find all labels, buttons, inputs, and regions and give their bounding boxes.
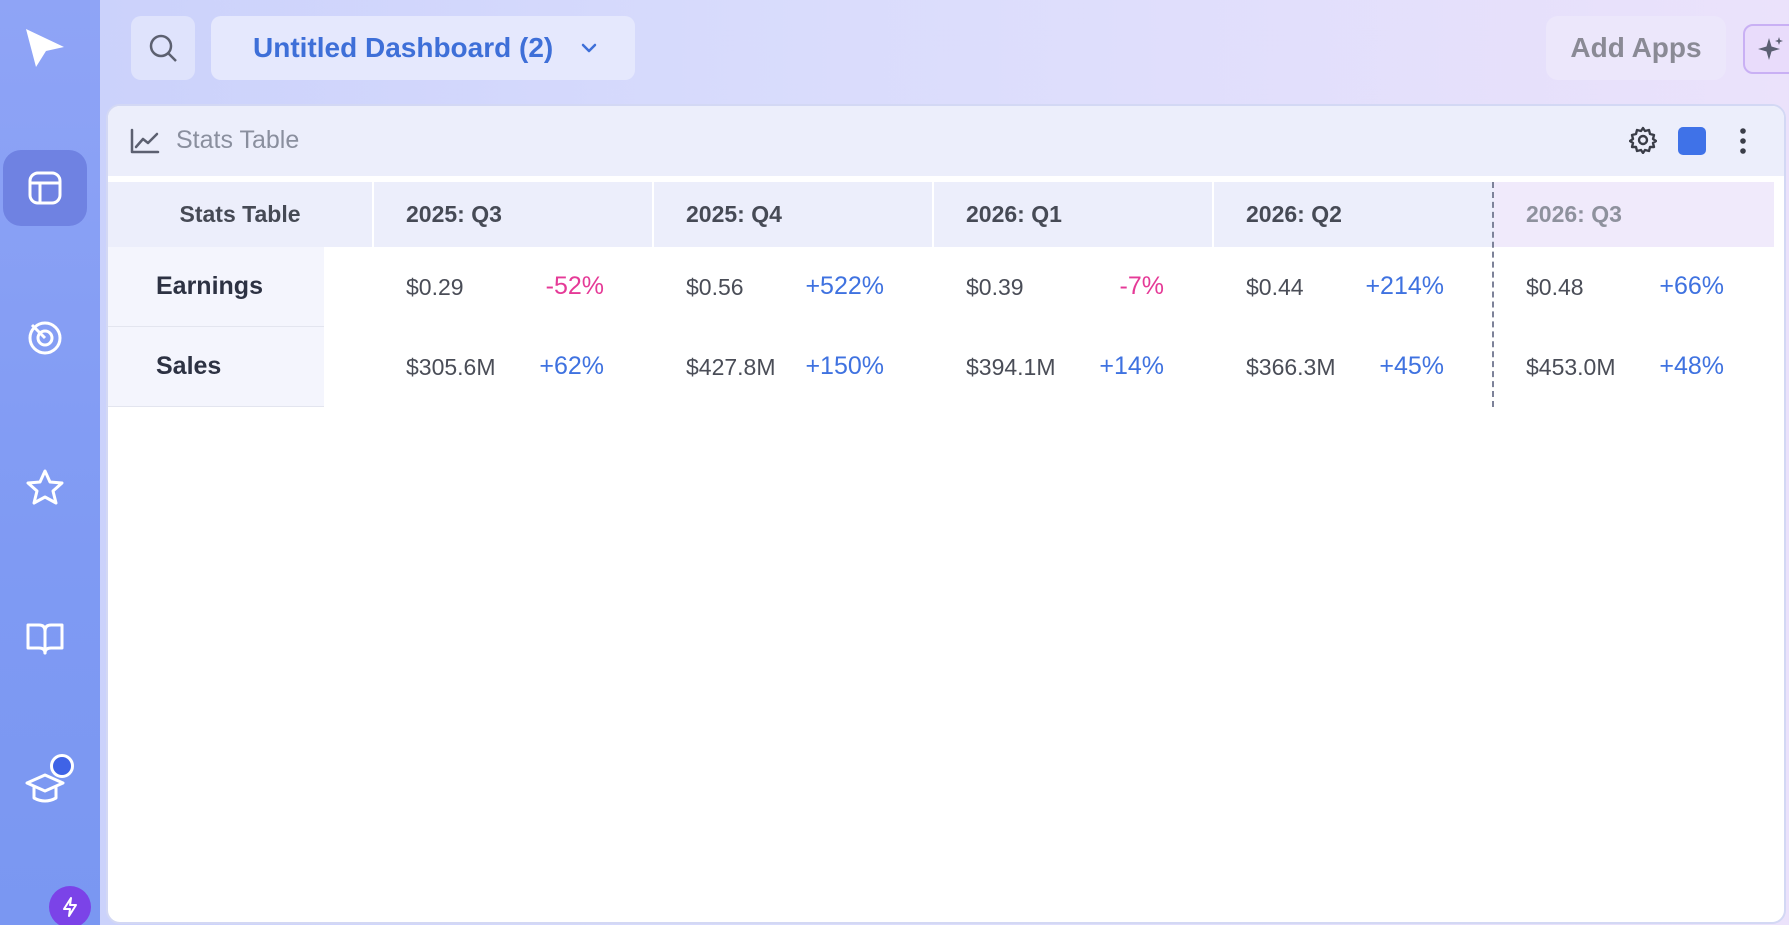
cell-value: $0.56 — [686, 274, 744, 300]
sparkle-icon — [1758, 37, 1783, 60]
line-chart-icon — [130, 128, 160, 159]
cell-value: $0.44 — [1246, 274, 1304, 300]
graduation-cap-icon[interactable] — [0, 750, 90, 826]
cell-change: +150% — [805, 352, 884, 380]
cell-value: $0.29 — [406, 274, 464, 300]
cell-change: +45% — [1379, 352, 1444, 380]
table-corner-header: Stats Table — [108, 182, 372, 247]
row-label-sales: Sales — [108, 327, 324, 407]
bolt-icon[interactable] — [49, 886, 91, 925]
cell-change: +48% — [1659, 352, 1724, 380]
star-icon[interactable] — [0, 450, 90, 526]
stats-table-widget: Stats Table Stats Table 2025: Q3 2025: Q… — [106, 104, 1786, 924]
sidebar — [0, 0, 100, 925]
column-header: 2026: Q1 — [934, 182, 1212, 247]
cell-change: +214% — [1365, 272, 1444, 300]
dashboard-selector[interactable]: Untitled Dashboard (2) — [211, 16, 635, 80]
column-header: 2026: Q2 — [1214, 182, 1494, 247]
search-button[interactable] — [131, 16, 195, 80]
notification-dot — [50, 754, 74, 778]
cell-value: $394.1M — [966, 354, 1056, 380]
widget-title: Stats Table — [176, 126, 300, 154]
cell-change: +66% — [1659, 272, 1724, 300]
cell-value: $366.3M — [1246, 354, 1336, 380]
cell-value: $305.6M — [406, 354, 496, 380]
cell-value: $427.8M — [686, 354, 776, 380]
radar-icon[interactable] — [0, 300, 90, 376]
widget-color-swatch[interactable] — [1678, 127, 1706, 155]
cell-value: $0.39 — [966, 274, 1024, 300]
projection-divider — [1492, 182, 1494, 407]
ai-assist-button[interactable] — [1743, 24, 1789, 74]
sidebar-active-highlight — [3, 150, 87, 226]
column-header-projected: 2026: Q3 — [1494, 182, 1774, 247]
dashboard-title: Untitled Dashboard (2) — [253, 32, 554, 63]
cell-change: -52% — [545, 272, 604, 300]
cell-change: -7% — [1119, 272, 1164, 300]
dashboard-icon[interactable] — [0, 150, 90, 226]
search-icon — [149, 34, 177, 62]
cell-value: $453.0M — [1526, 354, 1616, 380]
cell-change: +62% — [539, 352, 604, 380]
widget-header: Stats Table — [108, 106, 1784, 176]
more-options-icon[interactable] — [1738, 127, 1748, 160]
cell-change: +522% — [805, 272, 884, 300]
column-header: 2025: Q3 — [374, 182, 652, 247]
chevron-down-icon — [579, 41, 599, 55]
cell-change: +14% — [1099, 352, 1164, 380]
add-apps-button[interactable]: Add Apps — [1546, 16, 1726, 80]
row-label-earnings: Earnings — [108, 247, 324, 327]
logo-play-icon[interactable] — [0, 10, 90, 86]
gear-icon[interactable] — [1628, 126, 1658, 159]
book-icon[interactable] — [0, 600, 90, 676]
column-header: 2025: Q4 — [654, 182, 932, 247]
cell-value: $0.48 — [1526, 274, 1584, 300]
